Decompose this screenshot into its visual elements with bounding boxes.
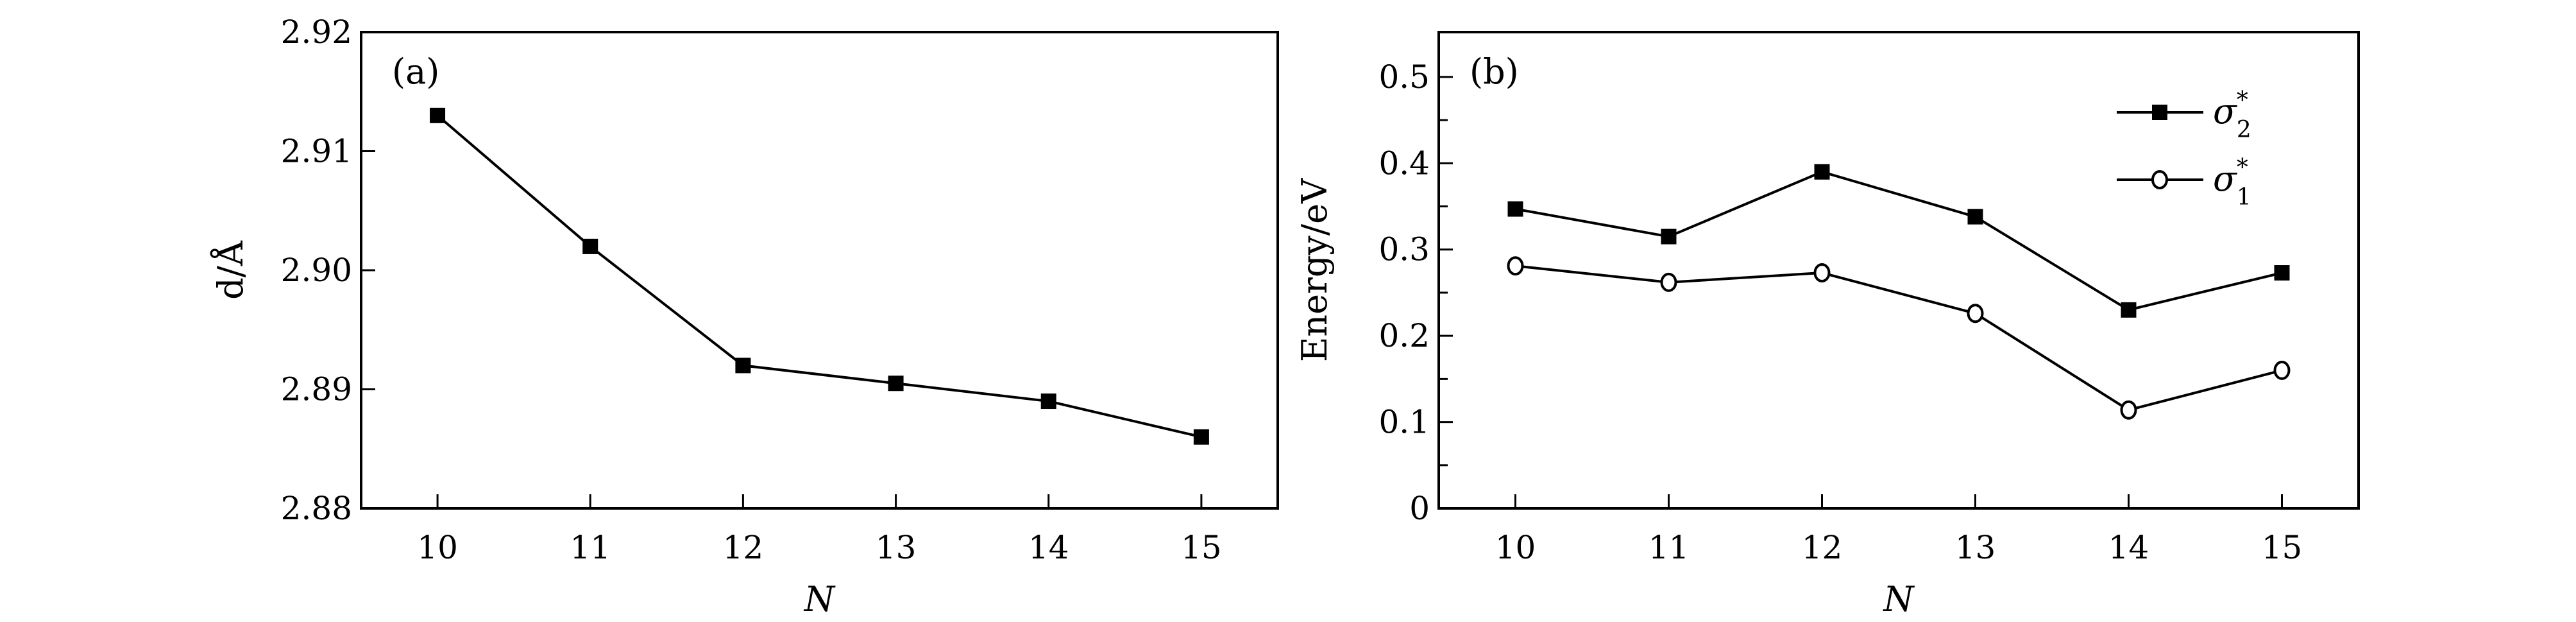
- x-tick-label: 15: [2262, 529, 2303, 566]
- x-axis-label: N: [803, 579, 836, 619]
- panel-label: (a): [392, 51, 439, 92]
- x-tick-label: 10: [417, 529, 458, 566]
- x-tick-label: 10: [1495, 529, 1536, 566]
- series-line: [1515, 264, 2283, 411]
- data-point-square: [735, 358, 751, 374]
- data-point-square: [1040, 393, 1056, 410]
- y-tick-label: 2.90: [281, 252, 352, 289]
- legend-superscript: *: [2237, 155, 2248, 181]
- x-tick-label: 13: [1955, 529, 1996, 566]
- series-line: [436, 114, 1202, 438]
- data-point-circle: [1660, 272, 1677, 292]
- legend-subscript: 1: [2237, 184, 2251, 211]
- y-tick-label: 2.91: [281, 133, 352, 170]
- data-point-circle: [2120, 400, 2137, 420]
- plot-frame: [360, 31, 1279, 510]
- y-tick-label: 2.88: [281, 490, 352, 527]
- y-tick-label: 0: [1409, 490, 1430, 527]
- legend-subscript: 2: [2237, 117, 2251, 143]
- data-point-circle: [2151, 170, 2168, 189]
- data-point-square: [582, 238, 598, 254]
- plot-frame: [1437, 31, 2360, 510]
- x-tick-label: 15: [1181, 529, 1222, 566]
- y-tick-label: 2.92: [281, 13, 352, 51]
- y-tick-label: 0.5: [1378, 58, 1430, 96]
- legend-symbol: σ: [2213, 159, 2238, 199]
- y-tick-label: 2.89: [281, 371, 352, 408]
- data-point-square: [1967, 209, 1983, 225]
- y-tick-label: 0.1: [1378, 404, 1430, 441]
- x-tick-label: 12: [723, 529, 764, 566]
- x-tick-label: 14: [2108, 529, 2149, 566]
- data-point-square: [1507, 201, 1523, 217]
- legend-label: σ* 1: [2213, 155, 2251, 211]
- series-line: [1515, 170, 2282, 311]
- data-point-circle: [2273, 360, 2291, 380]
- y-tick-label: 0.4: [1378, 144, 1430, 182]
- data-point-circle: [1813, 263, 1831, 283]
- y-axis-label: d/Å: [209, 240, 251, 300]
- legend-symbol: σ: [2213, 91, 2238, 132]
- x-axis-label: N: [1882, 579, 1915, 619]
- data-point-square: [430, 107, 446, 123]
- x-tick-label: 14: [1028, 529, 1069, 566]
- data-point-square: [1193, 429, 1209, 445]
- data-point-square: [2121, 302, 2137, 318]
- legend-superscript: *: [2237, 87, 2248, 114]
- data-point-circle: [1967, 304, 1984, 324]
- data-point-square: [1661, 229, 1677, 245]
- data-point-square: [2152, 105, 2167, 120]
- x-tick-label: 11: [570, 529, 611, 566]
- panel-a: 10 11 12 13 14 15 2.88 2.89 2.90 2.91 2.92 (a) Nd/Å: [209, 13, 1279, 619]
- legend-label: σ* 2: [2213, 87, 2251, 143]
- data-point-circle: [1507, 256, 1524, 276]
- x-tick-label: 12: [1802, 529, 1843, 566]
- data-point-square: [2274, 265, 2290, 281]
- data-point-square: [888, 376, 904, 392]
- x-tick-label: 13: [876, 529, 917, 566]
- data-point-square: [1814, 164, 1830, 180]
- y-tick-label: 0.3: [1378, 231, 1430, 268]
- y-axis-label: Energy/eV: [1294, 178, 1335, 362]
- y-tick-label: 0.2: [1378, 317, 1430, 354]
- panel-label: (b): [1470, 51, 1519, 92]
- x-tick-label: 11: [1648, 529, 1690, 566]
